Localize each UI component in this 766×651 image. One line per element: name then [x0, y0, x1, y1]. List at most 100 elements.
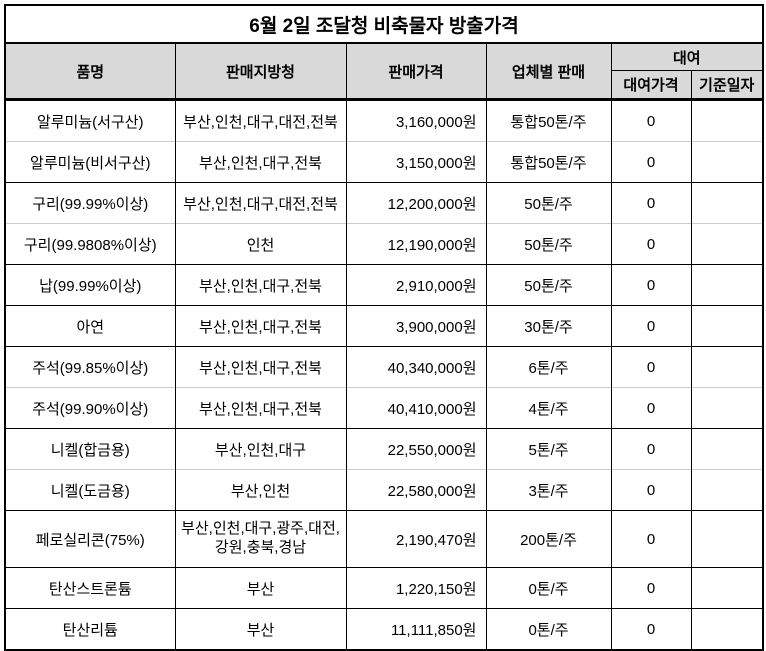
- product-name-cell: 알루미늄(서구산): [4, 98, 176, 142]
- product-name-cell: 알루미늄(비서구산): [4, 141, 176, 183]
- sales-price-cell: 3,900,000원: [345, 305, 487, 347]
- rental-price-cell: 0: [610, 387, 692, 429]
- header-row-top: 품명 판매지방청 판매가격 업체별 판매 대여: [4, 42, 764, 100]
- rental-price-cell: 0: [610, 305, 692, 347]
- page-title: 6월 2일 조달청 비축물자 방출가격: [5, 5, 763, 44]
- base-date-cell: [690, 428, 764, 470]
- sales-price-cell: 3,160,000원: [345, 98, 487, 142]
- sales-price-cell: 40,410,000원: [345, 387, 487, 429]
- table-row: 주석(99.85%이상) 부산,인천,대구,전북 40,340,000원 6톤/…: [4, 346, 764, 388]
- sales-offices-cell: 부산,인천,대구,대전,전북: [174, 98, 347, 142]
- base-date-cell: [690, 305, 764, 347]
- sales-offices-cell: 부산,인천,대구,광주,대전, 강원,충북,경남: [174, 510, 347, 568]
- sales-offices-cell: 부산,인천,대구,대전,전북: [174, 182, 347, 224]
- sales-offices-cell: 부산,인천,대구: [174, 428, 347, 470]
- product-name-cell: 니켈(합금용): [4, 428, 176, 470]
- product-name-cell: 구리(99.9808%이상): [4, 223, 176, 265]
- sales-price-cell: 12,190,000원: [345, 223, 487, 265]
- rental-price-cell: 0: [610, 608, 692, 650]
- base-date-cell: [690, 141, 764, 183]
- table-row: 탄산스트론튬 부산 1,220,150원 0톤/주 0: [4, 567, 764, 609]
- company-sales-cell: 0톤/주: [485, 567, 612, 609]
- sales-offices-cell: 부산,인천,대구,전북: [174, 305, 347, 347]
- base-date-cell: [690, 182, 764, 224]
- page: 6월 2일 조달청 비축물자 방출가격 품명 판매지방청 판매가격 업체별 판매…: [4, 4, 764, 651]
- col-header-company-sales: 업체별 판매: [485, 42, 612, 100]
- rental-price-cell: 0: [610, 510, 692, 568]
- product-name-cell: 주석(99.85%이상): [4, 346, 176, 388]
- product-name-cell: 니켈(도금용): [4, 469, 176, 511]
- base-date-cell: [690, 469, 764, 511]
- table-row: 납(99.99%이상) 부산,인천,대구,전북 2,910,000원 50톤/주…: [4, 264, 764, 306]
- company-sales-cell: 200톤/주: [485, 510, 612, 568]
- table-row: 탄산리튬 부산 11,111,850원 0톤/주 0: [4, 608, 764, 650]
- table-row: 주석(99.90%이상) 부산,인천,대구,전북 40,410,000원 4톤/…: [4, 387, 764, 429]
- sales-offices-cell: 부산,인천,대구,전북: [174, 346, 347, 388]
- sales-price-cell: 3,150,000원: [345, 141, 487, 183]
- company-sales-cell: 5톤/주: [485, 428, 612, 470]
- col-header-product: 품명: [4, 42, 176, 100]
- sales-price-cell: 22,550,000원: [345, 428, 487, 470]
- table-row: 아연 부산,인천,대구,전북 3,900,000원 30톤/주 0: [4, 305, 764, 347]
- company-sales-cell: 30톤/주: [485, 305, 612, 347]
- company-sales-cell: 50톤/주: [485, 182, 612, 224]
- company-sales-cell: 50톤/주: [485, 223, 612, 265]
- sales-price-cell: 1,220,150원: [345, 567, 487, 609]
- rental-price-cell: 0: [610, 141, 692, 183]
- company-sales-cell: 50톤/주: [485, 264, 612, 306]
- base-date-cell: [690, 346, 764, 388]
- sales-price-cell: 22,580,000원: [345, 469, 487, 511]
- sales-offices-cell: 부산,인천,대구,전북: [174, 264, 347, 306]
- sales-offices-cell: 부산: [174, 608, 347, 650]
- table-row: 니켈(합금용) 부산,인천,대구 22,550,000원 5톤/주 0: [4, 428, 764, 470]
- base-date-cell: [690, 510, 764, 568]
- sales-price-cell: 2,190,470원: [345, 510, 487, 568]
- rental-price-cell: 0: [610, 264, 692, 306]
- col-header-base-date: 기준일자: [690, 70, 764, 100]
- company-sales-cell: 4톤/주: [485, 387, 612, 429]
- col-header-price: 판매가격: [345, 42, 487, 100]
- company-sales-cell: 0톤/주: [485, 608, 612, 650]
- table-row: 알루미늄(비서구산) 부산,인천,대구,전북 3,150,000원 통합50톤/…: [4, 141, 764, 183]
- rental-price-cell: 0: [610, 428, 692, 470]
- release-price-table: 6월 2일 조달청 비축물자 방출가격 품명 판매지방청 판매가격 업체별 판매…: [4, 4, 764, 651]
- company-sales-cell: 통합50톤/주: [485, 141, 612, 183]
- header-row-bottom: 대여가격 기준일자: [5, 70, 764, 100]
- base-date-cell: [690, 567, 764, 609]
- table-row: 구리(99.9808%이상) 인천 12,190,000원 50톤/주 0: [4, 223, 764, 265]
- rental-price-cell: 0: [610, 98, 692, 142]
- base-date-cell: [690, 98, 764, 142]
- col-header-offices: 판매지방청: [174, 42, 347, 100]
- company-sales-cell: 통합50톤/주: [485, 98, 612, 142]
- col-header-rental-price: 대여가격: [610, 70, 692, 100]
- product-name-cell: 아연: [4, 305, 176, 347]
- base-date-cell: [690, 223, 764, 265]
- title-row: 6월 2일 조달청 비축물자 방출가격: [5, 5, 763, 44]
- sales-price-cell: 2,910,000원: [345, 264, 487, 306]
- sales-price-cell: 11,111,850원: [345, 608, 487, 650]
- sales-offices-cell: 부산,인천,대구,전북: [174, 141, 347, 183]
- rental-price-cell: 0: [610, 567, 692, 609]
- base-date-cell: [690, 387, 764, 429]
- base-date-cell: [690, 608, 764, 650]
- col-header-rental-group: 대여: [610, 42, 764, 71]
- company-sales-cell: 3톤/주: [485, 469, 612, 511]
- product-name-cell: 페로실리콘(75%): [4, 510, 176, 568]
- sales-price-cell: 12,200,000원: [345, 182, 487, 224]
- product-name-cell: 탄산리튬: [4, 608, 176, 650]
- sales-offices-cell: 부산,인천: [174, 469, 347, 511]
- product-name-cell: 구리(99.99%이상): [4, 182, 176, 224]
- rental-price-cell: 0: [610, 469, 692, 511]
- sales-offices-cell: 부산: [174, 567, 347, 609]
- rental-price-cell: 0: [610, 223, 692, 265]
- sales-offices-cell: 부산,인천,대구,전북: [174, 387, 347, 429]
- rental-price-cell: 0: [610, 182, 692, 224]
- sales-offices-cell: 인천: [174, 223, 347, 265]
- table-row: 니켈(도금용) 부산,인천 22,580,000원 3톤/주 0: [4, 469, 764, 511]
- table-row: 페로실리콘(75%) 부산,인천,대구,광주,대전, 강원,충북,경남 2,19…: [4, 510, 764, 568]
- product-name-cell: 납(99.99%이상): [4, 264, 176, 306]
- rental-price-cell: 0: [610, 346, 692, 388]
- product-name-cell: 탄산스트론튬: [4, 567, 176, 609]
- company-sales-cell: 6톤/주: [485, 346, 612, 388]
- sales-price-cell: 40,340,000원: [345, 346, 487, 388]
